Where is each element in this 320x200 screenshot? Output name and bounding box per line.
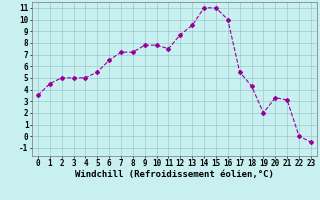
X-axis label: Windchill (Refroidissement éolien,°C): Windchill (Refroidissement éolien,°C) xyxy=(75,170,274,179)
